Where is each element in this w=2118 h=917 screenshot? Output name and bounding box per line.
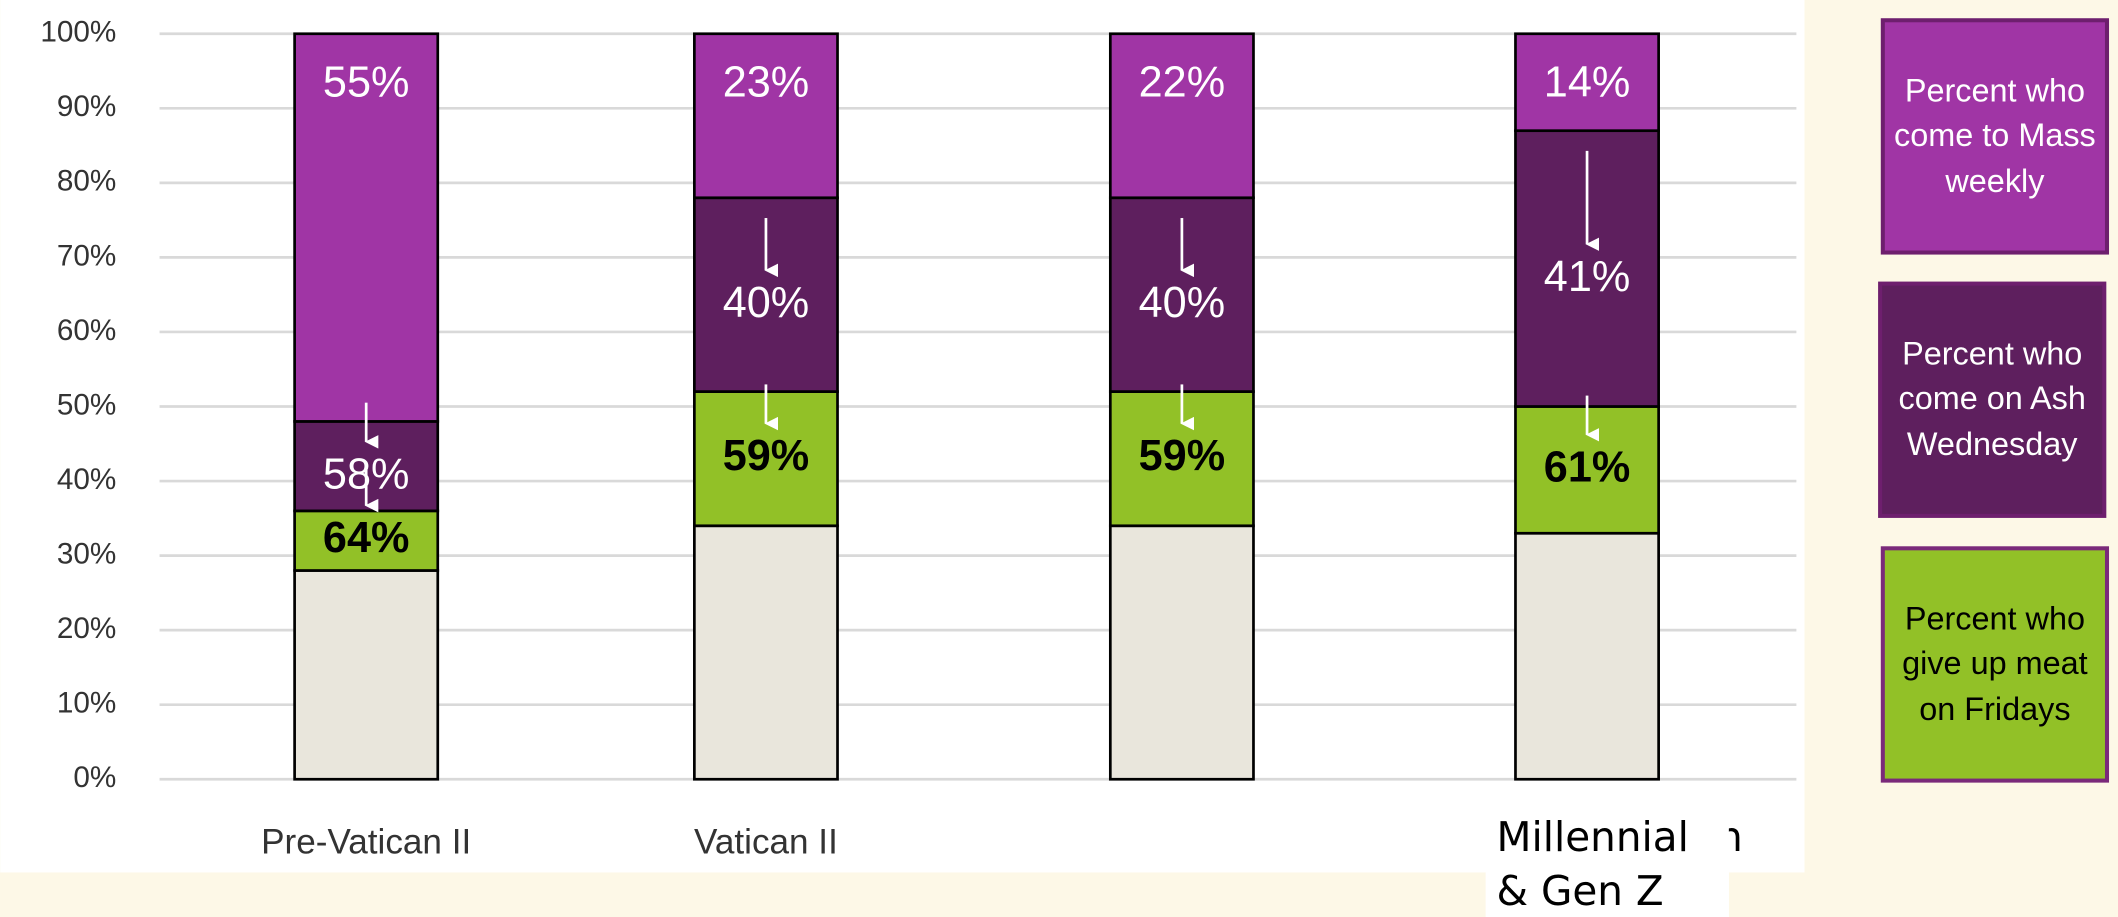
legend-label: Percent who give up meat on Fridays <box>1902 600 2088 728</box>
legend-label: Percent who come on Ash Wednesday <box>1898 335 2086 463</box>
y-tick-label: 80% <box>57 165 116 198</box>
legend-swatch <box>1880 546 2110 783</box>
legend-swatch <box>1880 18 2110 255</box>
segment-label: 59% <box>1139 432 1225 480</box>
segment-label: 40% <box>1139 279 1225 327</box>
segment-label: 55% <box>323 59 409 107</box>
segment-label: 40% <box>723 279 809 327</box>
legend-item: Percent who come to Mass weekly <box>1894 72 2096 200</box>
segment-label: 59% <box>723 432 809 480</box>
y-tick-label: 20% <box>57 612 116 645</box>
segment-label: 61% <box>1544 443 1630 491</box>
x-tick-label: Vatican II <box>694 822 838 861</box>
segment-label: 41% <box>1544 253 1630 301</box>
segment-label: 64% <box>323 514 409 562</box>
y-tick-label: 10% <box>57 687 116 720</box>
bar-segment <box>693 524 839 781</box>
segment-label: 22% <box>1139 59 1225 107</box>
segment-label: 23% <box>723 59 809 107</box>
bar-segment <box>293 509 440 572</box>
y-tick-label: 70% <box>57 239 116 272</box>
y-tick-label: 0% <box>73 761 116 794</box>
bar-segment <box>1108 524 1255 781</box>
legend-item: Percent who come on Ash Wednesday <box>1898 335 2086 463</box>
y-tick-label: 60% <box>57 314 116 347</box>
x-tick-label: Pre-Vatican II <box>261 822 471 861</box>
bar-segment <box>293 569 440 781</box>
bar-segment <box>1514 531 1660 781</box>
bar-segment <box>293 32 440 423</box>
y-tick-label: 50% <box>57 388 116 421</box>
bar-segment <box>1514 32 1660 133</box>
label-line: & Gen Z <box>1497 867 1664 915</box>
segment-label: 14% <box>1544 59 1630 107</box>
y-tick-label: 100% <box>40 16 116 49</box>
legend-item: Percent who give up meat on Fridays <box>1902 600 2088 728</box>
label-line: Millennial <box>1497 813 1702 861</box>
x-tick-label: Millennial & Gen Z <box>1497 813 1702 915</box>
label-background <box>1485 810 1729 917</box>
y-tick-label: 30% <box>57 537 116 570</box>
legend-label: Percent who come to Mass weekly <box>1894 72 2096 200</box>
legend-swatch <box>1878 281 2107 518</box>
segment-label: 58% <box>323 450 409 498</box>
y-tick-label: 90% <box>57 90 116 123</box>
bar-segment <box>1108 32 1255 200</box>
bar-segment <box>693 32 839 200</box>
y-tick-label: 40% <box>57 463 116 496</box>
